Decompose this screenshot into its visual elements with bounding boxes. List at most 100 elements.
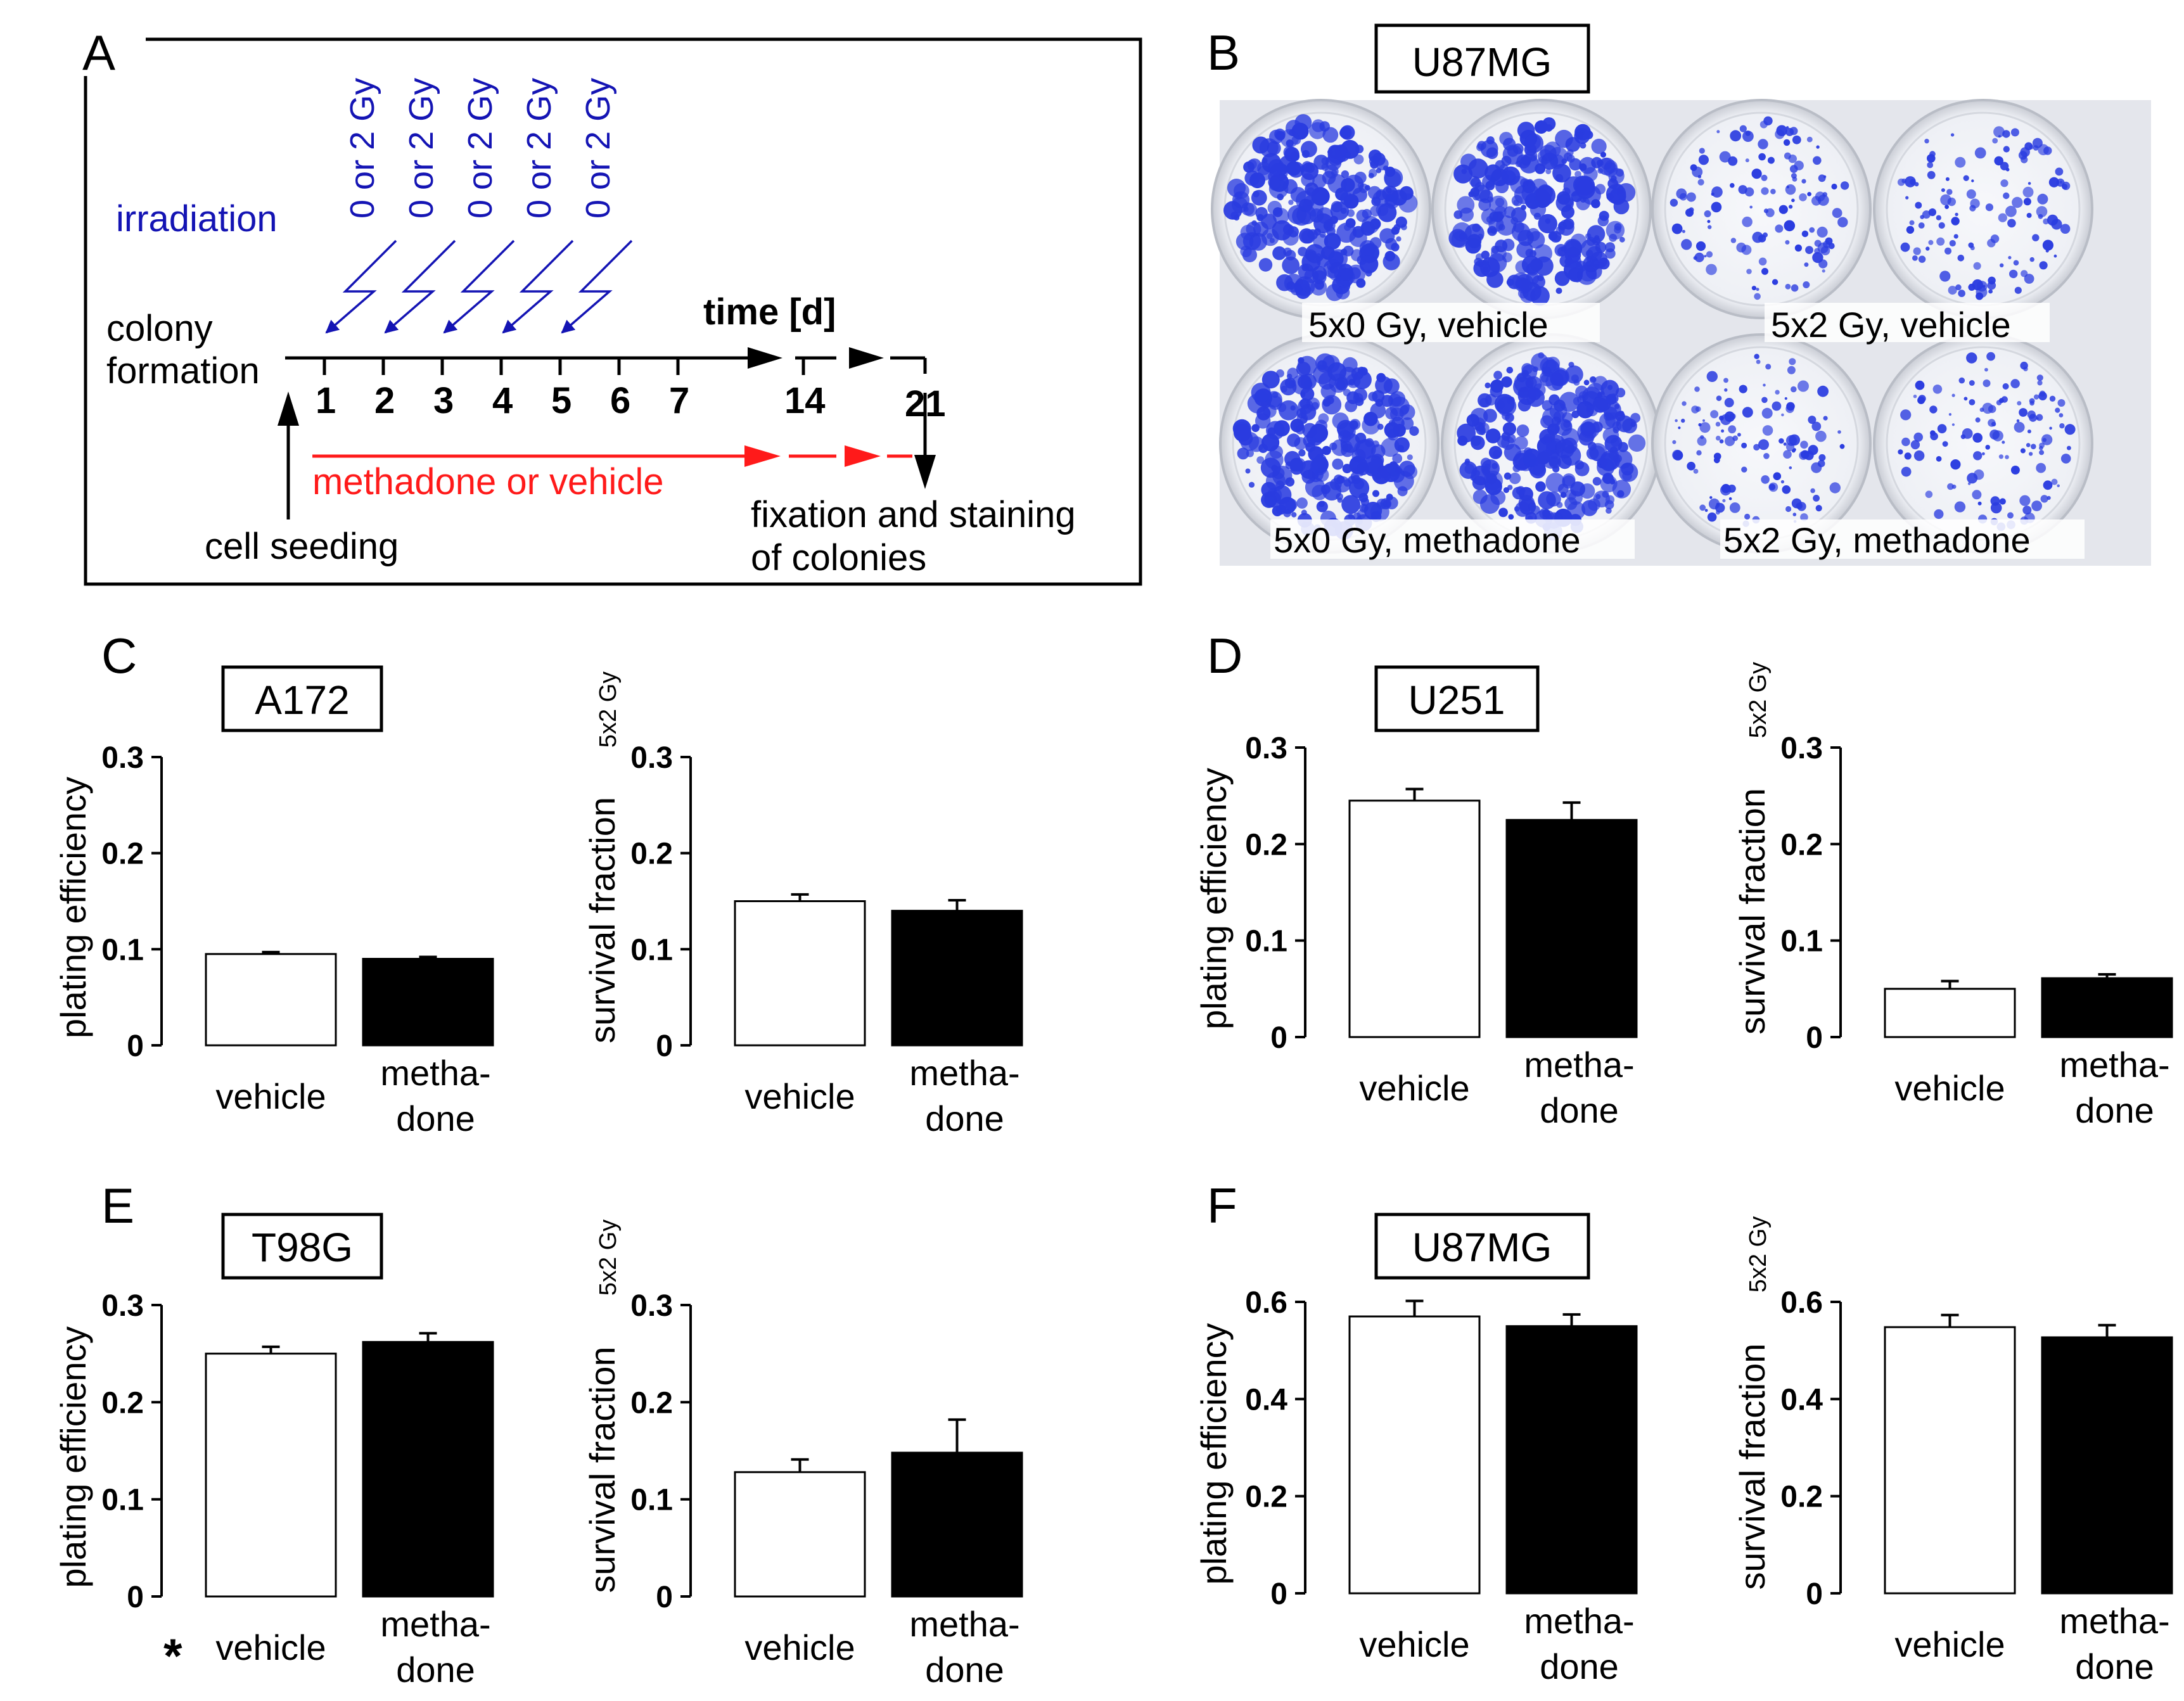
colony-dot [1948, 286, 1957, 295]
day-label: 2 [374, 380, 395, 421]
colony-dot [1765, 208, 1775, 217]
colony-dot [1549, 456, 1561, 469]
colony-dot [1789, 358, 1796, 366]
timeline-arrowheads [748, 347, 884, 369]
colony-dot [1495, 239, 1508, 253]
colony-dot [1525, 134, 1541, 150]
colony-dot [1467, 234, 1482, 248]
colony-dot [1256, 406, 1271, 421]
colony-dot [1922, 210, 1931, 219]
colony-dot [1555, 288, 1562, 294]
colony-dot [1356, 462, 1370, 476]
colony-dot [1962, 428, 1973, 439]
colony-dot [1612, 480, 1632, 499]
colony-dot [1259, 138, 1279, 158]
colony-dot [1305, 244, 1325, 264]
seeding-label: cell seeding [205, 526, 399, 567]
colony-dot [1897, 178, 1905, 186]
panel-c-header: C A172 [101, 628, 383, 732]
colony-dot [1371, 196, 1381, 207]
colony-dot [1396, 236, 1402, 242]
colony-dot [1353, 388, 1367, 402]
colony-dot [1837, 217, 1848, 227]
bar-vehicle [734, 1471, 866, 1598]
colony-dot [2026, 213, 2032, 218]
colony-dot [1950, 459, 1961, 470]
colony-dot [1991, 421, 1996, 427]
y-tick-label: 0.3 [101, 741, 144, 775]
colony-dot [1319, 231, 1326, 238]
colony-dot [1294, 155, 1300, 161]
colony-dot [1407, 454, 1413, 461]
cell-line-box-b [1374, 23, 1590, 94]
colony-dot [2049, 395, 2056, 402]
cell-line-label-e: T98G [252, 1225, 353, 1270]
colony-dot [1472, 489, 1488, 504]
cell-line-label-f: U87MG [1412, 1225, 1552, 1270]
colony-dot [1785, 404, 1794, 413]
colony-dot [1387, 428, 1399, 441]
colony-dot [1300, 392, 1306, 397]
colony-dot [1800, 513, 1808, 521]
colony-dot [1694, 252, 1704, 262]
colony-dot [1761, 475, 1770, 484]
colony-dot [1378, 374, 1384, 379]
colony-dot [1384, 168, 1403, 188]
colony-dot [1522, 282, 1542, 302]
colony-dot [1783, 442, 1787, 446]
colony-dot [1837, 430, 1841, 434]
colony-dot [1805, 246, 1813, 254]
colony-dot [1697, 436, 1707, 446]
panel-f-header: F U87MG [1207, 1178, 1590, 1280]
category-label: done [1540, 1647, 1619, 1686]
colony-dot [1742, 407, 1753, 418]
culture-dish [1219, 333, 1440, 554]
colony-dot [1490, 228, 1497, 234]
colony-dot [1258, 258, 1273, 272]
colony-dot [1904, 452, 1912, 460]
colony-dot [1322, 445, 1331, 456]
colony-dot [1732, 435, 1739, 442]
colony-dot [1459, 461, 1478, 479]
colony-dot [1706, 264, 1717, 276]
colony-dot [1780, 480, 1784, 484]
colony-dot [1453, 164, 1473, 184]
panel-letter-b: B [1207, 25, 1240, 80]
colony-dot [1791, 173, 1797, 179]
category-label: metha- [2059, 1045, 2169, 1085]
fixation-arrowhead [914, 455, 936, 489]
colony-dot [1914, 182, 1919, 187]
colony-dot [1575, 179, 1595, 200]
colony-dot [1602, 427, 1619, 444]
colony-dot [1575, 131, 1584, 140]
colony-dot [1711, 201, 1722, 213]
colony-dot [1810, 488, 1815, 494]
colony-dot [1301, 264, 1309, 271]
colony-dot [1918, 222, 1925, 229]
timeline [285, 356, 927, 375]
category-label: vehicle [1894, 1068, 2005, 1108]
category-label: metha- [1524, 1045, 1634, 1085]
colony-dot [2031, 500, 2043, 511]
culture-dish [1873, 99, 2093, 319]
colony-dot [1831, 183, 1837, 190]
colony-dot [2013, 260, 2019, 266]
colony-dot [1698, 423, 1702, 427]
colony-dot [2010, 466, 2020, 475]
colony-dot [1789, 205, 1793, 209]
colony-dot [1906, 226, 1915, 234]
colony-dot [1360, 243, 1380, 262]
colony-dot [1785, 184, 1796, 195]
colony-dot [1932, 385, 1943, 394]
colony-dot [2002, 130, 2010, 138]
colony-dot [1619, 236, 1625, 243]
colony-dot [2040, 495, 2048, 503]
colony-dot [1763, 383, 1766, 387]
colony-dot [1290, 283, 1303, 296]
colony-dot [1700, 435, 1704, 440]
colony-dot [1562, 187, 1571, 196]
colony-dot [1324, 233, 1341, 250]
colony-dot [1535, 163, 1546, 174]
